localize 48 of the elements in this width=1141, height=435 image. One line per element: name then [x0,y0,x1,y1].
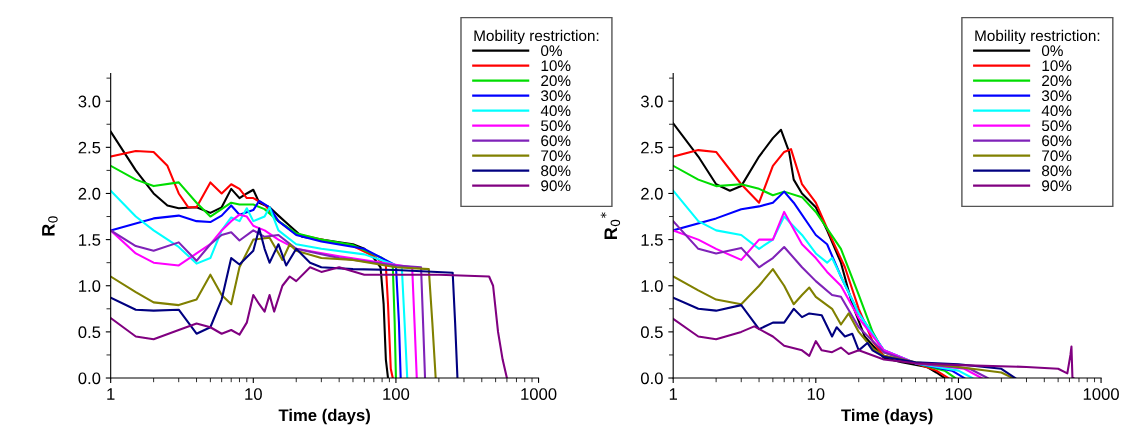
legend-label: 40% [540,105,571,117]
legend-label: 20% [1042,75,1072,87]
x-tick-label: 10 [245,388,262,400]
y-tick-label: 1.5 [79,234,101,246]
legend-title: Mobility restriction: [975,29,1100,45]
legend-label: 0% [1041,45,1063,57]
legend-label: 90% [541,180,571,192]
legend-label: 30% [541,90,571,102]
y-tick-label: 2.0 [641,187,663,200]
y-tick-label: 1.0 [79,280,101,292]
legend-label: 80% [541,165,571,177]
x-axis-title: Time (days) [841,408,933,425]
legend-label: 0% [541,45,562,57]
legend-label: 50% [1041,120,1072,132]
y-tick-label: 2.0 [78,187,101,200]
x-tick-label: 1 [107,388,115,400]
legend-label: 80% [1042,165,1072,177]
x-axis-title: Time (days) [278,408,370,425]
legend-label: 70% [541,150,571,162]
y-tick-label: 0.0 [640,372,663,385]
legend-label: 90% [1042,180,1072,192]
legend-label: 20% [541,75,571,87]
y-tick-label: 1.5 [641,234,663,246]
legend-label: 50% [541,120,571,132]
y-tick-label: 0.5 [640,326,663,339]
y-axis-title: R$_{0}$$^{*}$ [600,212,621,239]
y-tick-label: 2.5 [641,141,663,154]
y-tick-label: 2.5 [78,141,101,154]
y-tick-label: 3.0 [640,95,663,108]
x-tick-label: 10 [807,388,825,400]
x-tick-label: 1000 [521,388,557,400]
legend-label: 30% [1041,90,1072,102]
legend-label: 60% [541,135,571,147]
legend-label: 60% [1042,135,1072,147]
legend-label: 70% [1042,150,1072,162]
x-tick-label: 100 [383,388,410,400]
legend-title: Mobility restriction: [474,29,599,45]
y-tick-label: 3.0 [78,95,101,108]
x-tick-label: 100 [945,388,972,400]
y-axis-title: R$_{0}$ [42,216,58,236]
x-tick-label: 1 [669,388,678,400]
legend-label: 10% [1042,60,1072,72]
y-tick-label: 0.0 [78,372,101,385]
legend-label: 10% [541,60,571,72]
x-tick-label: 1000 [1083,388,1119,400]
y-tick-label: 1.0 [641,280,663,292]
legend-label: 40% [1041,105,1072,117]
y-tick-label: 0.5 [78,326,101,339]
